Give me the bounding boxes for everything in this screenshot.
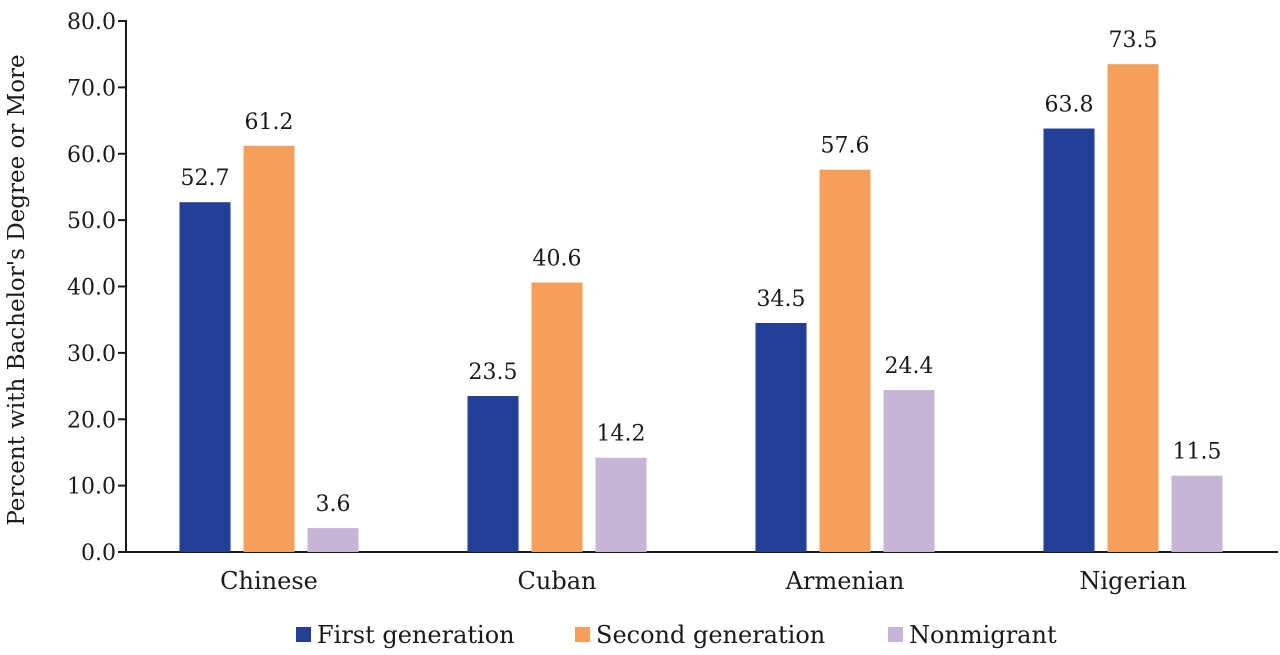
legend-swatch xyxy=(888,627,903,642)
data-label: 11.5 xyxy=(1173,440,1222,465)
x-tick-label: Nigerian xyxy=(1079,567,1186,595)
bar xyxy=(755,323,807,552)
y-axis: 0.0 10.0 20.0 30.0 40.0 50.0 60.0 70.0 80.0 xyxy=(67,10,127,566)
legend-swatch xyxy=(296,627,311,642)
bar xyxy=(595,457,647,552)
bar xyxy=(1107,64,1159,553)
bar xyxy=(179,202,231,553)
x-tick-label: Armenian xyxy=(785,567,905,595)
y-tick-label: 20.0 xyxy=(67,408,116,433)
bars xyxy=(179,64,1223,553)
data-label: 34.5 xyxy=(757,287,806,312)
data-label: 23.5 xyxy=(469,360,518,385)
data-label: 3.6 xyxy=(316,492,351,517)
bar xyxy=(467,396,519,552)
y-tick-label: 0.0 xyxy=(81,541,116,566)
data-label: 52.7 xyxy=(181,166,230,191)
legend-label: Nonmigrant xyxy=(909,621,1057,649)
bar xyxy=(307,528,359,552)
legend-label: First generation xyxy=(317,621,515,649)
y-tick-label: 70.0 xyxy=(67,76,116,101)
y-tick-label: 50.0 xyxy=(67,209,116,234)
data-label: 40.6 xyxy=(533,247,582,272)
bar xyxy=(243,145,295,552)
legend: First generation Second generation Nonmigr… xyxy=(296,621,1057,649)
x-axis: Chinese Cuban Armenian Nigerian xyxy=(126,551,1278,595)
y-axis-title: Percent with Bachelor's Degree or More xyxy=(4,54,30,525)
bar xyxy=(531,282,583,552)
legend-swatch xyxy=(575,627,590,642)
data-label: 63.8 xyxy=(1045,93,1094,118)
data-label: 73.5 xyxy=(1109,28,1158,53)
data-labels: 52.7 61.2 3.6 23.5 40.6 14.2 34.5 57.6 24.4 63.8 7… xyxy=(181,28,1222,517)
data-label: 24.4 xyxy=(885,354,934,379)
y-tick-label: 80.0 xyxy=(67,10,116,35)
bar xyxy=(883,390,935,552)
y-axis-title-group: Percent with Bachelor's Degree or More xyxy=(4,54,30,525)
y-tick-label: 40.0 xyxy=(67,276,116,301)
y-tick-label: 30.0 xyxy=(67,342,116,367)
y-tick-label: 10.0 xyxy=(67,475,116,500)
data-label: 14.2 xyxy=(597,422,646,447)
x-tick-label: Chinese xyxy=(220,567,318,595)
bar xyxy=(819,169,871,552)
bar xyxy=(1043,128,1095,552)
bar xyxy=(1171,475,1223,552)
x-tick-label: Cuban xyxy=(518,567,597,595)
legend-label: Second generation xyxy=(596,621,825,649)
y-tick-label: 60.0 xyxy=(67,143,116,168)
data-label: 61.2 xyxy=(245,110,294,135)
data-label: 57.6 xyxy=(821,134,870,159)
